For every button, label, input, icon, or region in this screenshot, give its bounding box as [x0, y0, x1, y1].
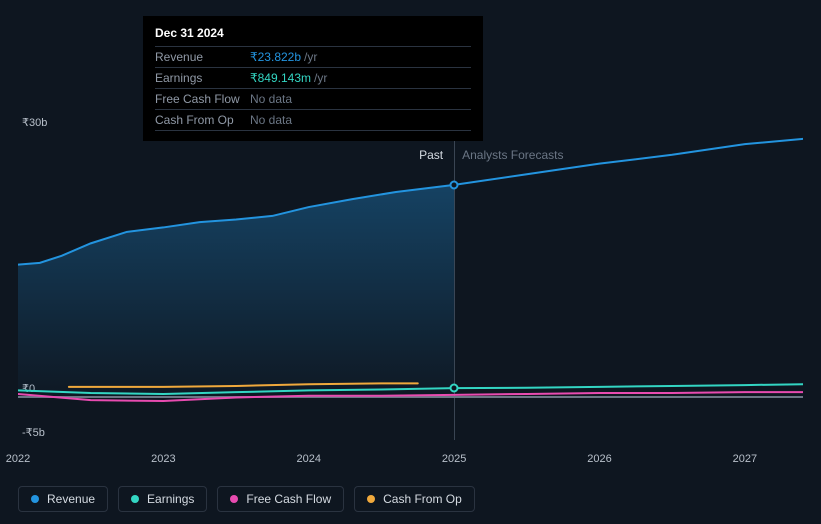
legend-dot-icon: [230, 495, 238, 503]
legend-item-free_cash_flow[interactable]: Free Cash Flow: [217, 486, 344, 512]
tooltip-metric-label: Earnings: [155, 71, 250, 85]
legend-label: Earnings: [147, 492, 194, 506]
tooltip-row: Revenue₹23.822b/yr: [155, 47, 471, 68]
y-axis-label: ₹0: [22, 382, 35, 395]
tooltip-metric-unit: /yr: [304, 50, 317, 64]
tooltip-metric-value: ₹23.822b: [250, 50, 301, 64]
legend-item-cash_from_op[interactable]: Cash From Op: [354, 486, 475, 512]
financials-chart: Dec 31 2024 Revenue₹23.822b/yrEarnings₹8…: [18, 0, 803, 480]
x-axis-label: 2026: [587, 453, 611, 465]
chart-legend: Revenue Earnings Free Cash Flow Cash From O…: [18, 486, 475, 512]
marker-earnings: [450, 384, 459, 393]
past-region-label: Past: [419, 148, 443, 162]
tooltip-metric-unit: /yr: [314, 71, 327, 85]
tooltip-metric-label: Free Cash Flow: [155, 92, 250, 106]
series-earnings: [18, 384, 803, 394]
x-axis-label: 2027: [733, 453, 757, 465]
y-axis-label: -₹5b: [22, 426, 45, 439]
legend-label: Revenue: [47, 492, 95, 506]
x-axis-label: 2024: [296, 453, 320, 465]
chart-tooltip: Dec 31 2024 Revenue₹23.822b/yrEarnings₹8…: [143, 16, 483, 141]
x-axis-label: 2025: [442, 453, 466, 465]
y-axis-label: ₹30b: [22, 116, 47, 129]
legend-label: Free Cash Flow: [246, 492, 331, 506]
tooltip-row: Cash From OpNo data: [155, 110, 471, 131]
legend-dot-icon: [367, 495, 375, 503]
zero-gridline: [18, 396, 803, 398]
tooltip-metric-label: Cash From Op: [155, 113, 250, 127]
tooltip-date: Dec 31 2024: [155, 26, 471, 47]
legend-item-earnings[interactable]: Earnings: [118, 486, 207, 512]
legend-dot-icon: [31, 495, 39, 503]
series-cash_from_op: [69, 383, 418, 387]
tooltip-row: Earnings₹849.143m/yr: [155, 68, 471, 89]
x-axis-label: 2023: [151, 453, 175, 465]
tooltip-metric-value: No data: [250, 92, 292, 106]
x-axis-label: 2022: [6, 453, 30, 465]
tooltip-row: Free Cash FlowNo data: [155, 89, 471, 110]
tooltip-metric-label: Revenue: [155, 50, 250, 64]
series-revenue: [18, 139, 803, 265]
marker-revenue: [450, 180, 459, 189]
legend-item-revenue[interactable]: Revenue: [18, 486, 108, 512]
legend-label: Cash From Op: [383, 492, 462, 506]
tooltip-metric-value: ₹849.143m: [250, 71, 311, 85]
legend-dot-icon: [131, 495, 139, 503]
forecast-region-label: Analysts Forecasts: [462, 148, 563, 162]
tooltip-metric-value: No data: [250, 113, 292, 127]
